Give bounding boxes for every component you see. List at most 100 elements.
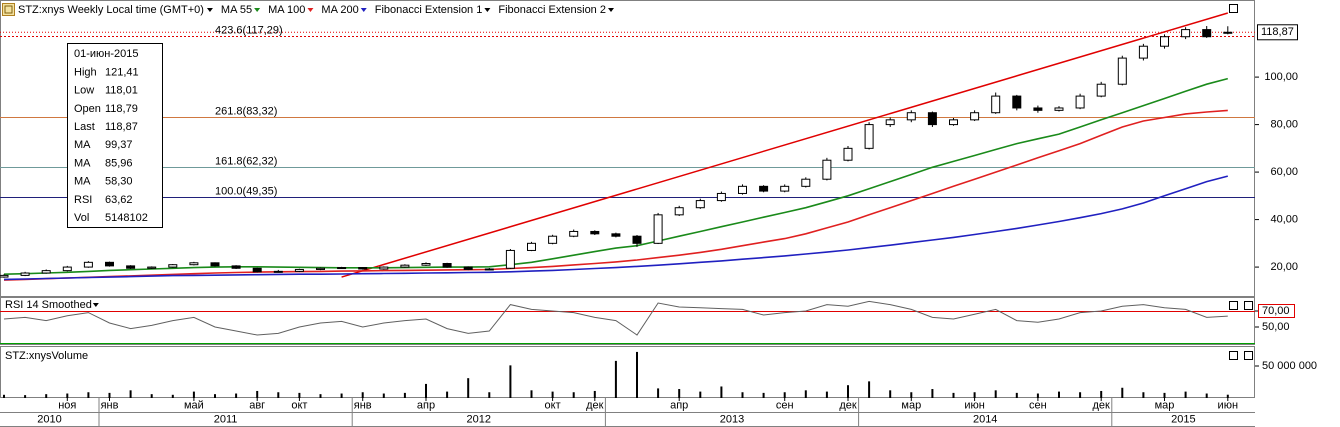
volume-bar <box>910 392 913 398</box>
symbol-icon[interactable] <box>2 3 15 16</box>
year-label: 2011 <box>214 413 238 425</box>
maximize-button[interactable] <box>1229 301 1238 310</box>
info-label: Vol <box>74 212 89 224</box>
info-label: Open <box>74 103 101 115</box>
volume-bar <box>994 390 997 398</box>
x-tick-label: окт <box>545 399 561 411</box>
candle-body <box>147 266 157 269</box>
legend-entry: Fibonacci Extension 1 <box>375 4 483 16</box>
fib-level-label: 100.0(49,35) <box>215 185 277 197</box>
candle-body <box>273 270 283 273</box>
candle-body <box>0 274 9 278</box>
maximize-button[interactable] <box>1229 351 1238 360</box>
info-value: 85,96 <box>105 157 133 169</box>
volume-bar <box>3 394 5 398</box>
candle-body <box>885 119 895 126</box>
volume-bar <box>1079 392 1082 398</box>
candle-body <box>62 266 72 272</box>
candle-body <box>400 264 410 268</box>
volume-bar <box>45 394 48 398</box>
candle-body <box>231 265 241 269</box>
volume-bar <box>277 392 280 398</box>
dropdown-arrow <box>307 8 314 12</box>
info-date: 01-июн-2015 <box>74 48 139 60</box>
candle-body <box>505 249 515 269</box>
volume-bar <box>150 394 153 398</box>
volume-bar <box>530 390 533 398</box>
x-tick-label: апр <box>417 399 435 411</box>
info-label: Low <box>74 85 94 97</box>
candle-body <box>527 242 536 251</box>
volume-bar <box>868 381 871 398</box>
x-tick-label: окт <box>291 399 307 411</box>
info-label: Last <box>74 121 95 133</box>
info-label: RSI <box>74 194 92 206</box>
y-tick-label: 20,00 <box>1270 261 1298 273</box>
volume-bar <box>403 392 406 398</box>
volume-bar <box>847 385 849 398</box>
volume-bar <box>1036 393 1039 398</box>
fib-level-label: 423.6(117,29) <box>215 24 283 36</box>
x-tick-label: июн <box>1218 399 1238 411</box>
rsi-title: RSI 14 Smoothed <box>5 299 92 311</box>
candle-body <box>316 267 325 270</box>
info-value: 118,01 <box>105 85 138 97</box>
candle-body <box>738 185 747 194</box>
volume-bar <box>741 392 744 398</box>
info-box <box>67 43 163 228</box>
candle-body <box>41 270 51 274</box>
close-button[interactable] <box>1244 351 1253 360</box>
candle-body <box>337 267 347 270</box>
info-value: 58,30 <box>105 176 133 188</box>
y-tick-label: 80,00 <box>1270 118 1298 130</box>
candle-body <box>442 263 452 268</box>
volume-bar <box>1058 391 1060 398</box>
volume-bar <box>66 393 69 398</box>
volume-bar <box>614 360 617 398</box>
x-tick-label: мар <box>1155 399 1175 411</box>
info-label: MA <box>74 176 91 188</box>
y-tick-label: 40,00 <box>1270 213 1298 225</box>
candle-body <box>105 261 114 267</box>
volume-bar <box>1163 392 1166 398</box>
candle-body <box>906 112 916 121</box>
volume-bar <box>235 393 238 398</box>
candle-body <box>189 262 199 266</box>
candle-body <box>1138 45 1148 59</box>
volume-bar <box>1121 387 1124 398</box>
candle-body <box>590 230 600 235</box>
fib-level-label: 161.8(62,32) <box>215 155 277 167</box>
volume-bar <box>657 388 660 398</box>
maximize-button[interactable] <box>1229 4 1238 13</box>
levels-layer <box>0 31 1255 344</box>
rsi-tick-label: 50,00 <box>1262 321 1290 333</box>
candle-body <box>484 268 494 271</box>
year-label: 2012 <box>467 413 491 425</box>
candle-body <box>801 178 811 187</box>
candle-body <box>864 124 874 149</box>
volume-bar <box>425 383 427 398</box>
candle-body <box>927 112 937 126</box>
candle-body <box>1160 36 1169 47</box>
close-button[interactable] <box>1244 301 1253 310</box>
volume-bar <box>572 392 575 398</box>
candle-body <box>991 95 1001 114</box>
symbol-icon-glyph <box>4 5 13 14</box>
candle-body <box>83 261 93 268</box>
candle-body <box>252 267 262 273</box>
volume-bar <box>699 391 702 398</box>
info-label: MA <box>74 157 91 169</box>
legend-entry: Fibonacci Extension 2 <box>498 4 606 16</box>
volume-bar <box>1100 390 1103 398</box>
info-value: 118,87 <box>105 121 138 133</box>
info-value: 118,79 <box>105 103 138 115</box>
moving-average-line <box>3 77 1229 275</box>
x-tick-label: янв <box>101 399 119 411</box>
candle-body <box>695 200 705 209</box>
dropdown-arrow <box>92 303 99 307</box>
volume-bar <box>636 351 638 398</box>
candle-body <box>716 192 726 202</box>
rsi-tick-box <box>1258 304 1295 318</box>
volume-bar <box>319 394 322 398</box>
